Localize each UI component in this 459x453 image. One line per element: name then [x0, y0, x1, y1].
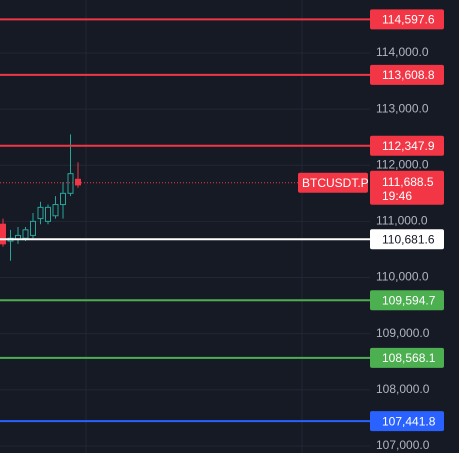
y-tick-label: 113,000.0 [376, 101, 429, 115]
price-level-label: 114,597.6 [382, 13, 435, 27]
candle-body [22, 229, 29, 239]
candle-body [75, 178, 81, 186]
price-level-label: 112,347.9 [382, 139, 435, 153]
candle-body [45, 206, 51, 222]
y-tick-label: 112,000.0 [376, 157, 429, 171]
price-level-label: 108,568.1 [382, 351, 436, 365]
y-tick-label: 114,000.0 [376, 45, 429, 59]
last-price-tag [370, 170, 444, 205]
y-tick-label: 108,000.0 [376, 382, 430, 396]
candle-body [30, 220, 36, 236]
y-tick-label: 111,000.0 [376, 214, 428, 228]
price-level-label: 110,681.6 [382, 232, 435, 246]
last-price-label: 111,688.5 [382, 175, 434, 189]
y-tick-label: 109,000.0 [376, 326, 430, 340]
candle-body [52, 204, 59, 217]
price-level-tag [370, 290, 444, 311]
y-tick-label: 107,000.0 [376, 438, 430, 452]
price-level-label: 109,594.7 [382, 293, 436, 307]
price-level-label: 113,608.8 [382, 68, 435, 82]
price-level-label: 107,441.8 [382, 414, 436, 428]
price-level-tag [370, 64, 444, 85]
symbol-tag [298, 172, 368, 193]
price-level-tag [370, 347, 444, 368]
y-tick-label: 110,000.0 [376, 270, 429, 284]
price-level-tag [370, 135, 444, 156]
price-level-tag [370, 411, 444, 432]
price-level-tag [370, 9, 444, 30]
countdown-label: 19:46 [382, 189, 412, 203]
candle-body [37, 206, 44, 220]
candle-body [60, 192, 66, 206]
candle-body [0, 223, 6, 245]
price-level-tag [370, 229, 444, 250]
symbol-label: BTCUSDT.P [302, 176, 369, 190]
candle-body [67, 173, 74, 194]
